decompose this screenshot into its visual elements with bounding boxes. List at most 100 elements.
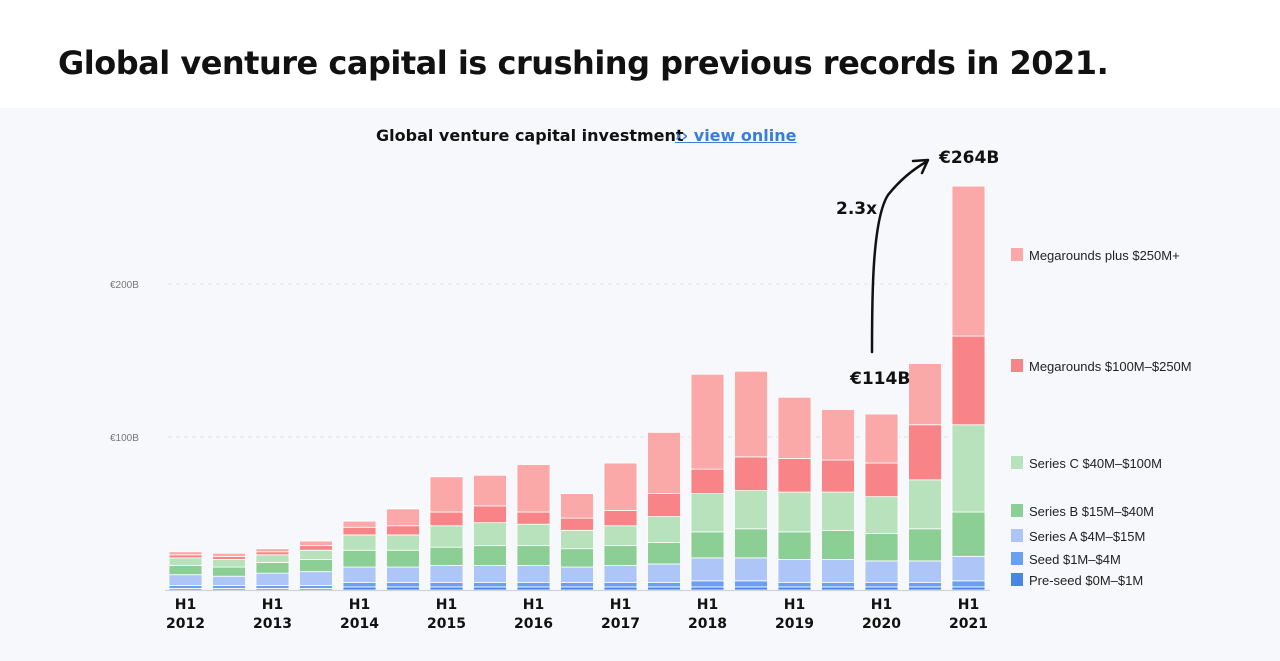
- bar-segment: [647, 586, 681, 591]
- bar-segment: [342, 581, 377, 588]
- x-tick-label: 2017: [601, 616, 640, 632]
- bar-segment: [864, 560, 899, 583]
- bar-segment: [299, 571, 333, 586]
- bar-segment: [473, 474, 507, 507]
- bar-segment: [908, 528, 942, 562]
- annotations: €114B €264B 2.3x: [836, 148, 999, 389]
- bar-segment: [429, 476, 464, 513]
- bar-segment: [734, 586, 768, 591]
- bar-segment: [255, 572, 290, 586]
- bar-segment: [168, 585, 203, 589]
- bar-segment: [734, 370, 768, 458]
- bar-segment: [386, 566, 420, 583]
- bar-segment: [821, 409, 855, 461]
- bar-segment: [212, 559, 246, 568]
- bar-segment: [168, 574, 203, 586]
- bar-segment: [212, 585, 246, 589]
- x-tick-label: H1: [523, 597, 544, 613]
- bar-segment: [951, 185, 986, 337]
- x-tick-label: 2012: [166, 616, 205, 632]
- bar-segment: [647, 581, 681, 588]
- bar-segment: [342, 566, 377, 583]
- bar-segment: [473, 522, 507, 547]
- start-value-label: €114B: [849, 369, 910, 389]
- x-tick-label: H1: [958, 597, 979, 613]
- bar-segment: [864, 581, 899, 588]
- bar-segment: [777, 491, 812, 533]
- legend-label: Series C $40M–$100M: [1029, 456, 1162, 471]
- bar-segment: [342, 520, 377, 528]
- bar-segment: [516, 464, 551, 513]
- bar-segment: [777, 531, 812, 560]
- bar-segment: [647, 493, 681, 517]
- bar-segment: [560, 548, 594, 568]
- bar-segment: [951, 424, 986, 513]
- bar-segment: [255, 562, 290, 574]
- bar-segment: [734, 557, 768, 582]
- legend-swatch: [1011, 552, 1023, 565]
- legend-swatch: [1011, 573, 1023, 586]
- x-tick-label: 2016: [514, 616, 553, 632]
- bar-segment: [299, 549, 333, 560]
- bar-segment: [386, 534, 420, 551]
- legend: Megarounds plus $250M+ Megarounds $100M–$…: [1011, 248, 1192, 588]
- bar-segment: [473, 505, 507, 524]
- bar-segment: [908, 586, 942, 591]
- growth-multiplier-label: 2.3x: [836, 199, 877, 219]
- bar-segment: [864, 532, 899, 562]
- bar-segment: [299, 540, 333, 547]
- bar-segment: [516, 565, 551, 583]
- bar-segment: [473, 586, 507, 591]
- bar-segment: [429, 565, 464, 583]
- bar-segment: [777, 559, 812, 583]
- bar-segment: [908, 560, 942, 583]
- bar-segment: [864, 496, 899, 534]
- bar-segment: [168, 557, 203, 566]
- bar-segment: [168, 565, 203, 576]
- bar-segment: [908, 581, 942, 588]
- bar-segment: [168, 554, 203, 559]
- end-value-label: €264B: [938, 148, 999, 168]
- bar-segment: [603, 462, 638, 511]
- legend-label: Megarounds plus $250M+: [1029, 248, 1180, 263]
- bar-segment: [864, 462, 899, 498]
- bar-segment: [516, 545, 551, 566]
- bar-segment: [212, 555, 246, 560]
- bar-segment: [647, 516, 681, 543]
- bar-segment: [734, 456, 768, 491]
- x-tick-label: 2019: [775, 616, 814, 632]
- x-tick-label: H1: [871, 597, 892, 613]
- bar-segment: [386, 581, 420, 588]
- bar-segment: [821, 459, 855, 493]
- bar-segment: [690, 373, 725, 470]
- bar-segment: [603, 510, 638, 527]
- bar-segment: [299, 545, 333, 551]
- chart-title: Global venture capital investment: [376, 126, 684, 145]
- bar-segment: [690, 531, 725, 559]
- legend-swatch: [1011, 248, 1023, 261]
- bar-segment: [647, 542, 681, 565]
- x-tick-label: H1: [610, 597, 631, 613]
- bar-segment: [951, 511, 986, 557]
- bar-segment: [690, 557, 725, 582]
- bar-segment: [386, 549, 420, 568]
- bar-segment: [777, 396, 812, 459]
- x-tick-label: H1: [784, 597, 805, 613]
- x-tick-label: 2015: [427, 616, 466, 632]
- bar-segment: [429, 546, 464, 566]
- x-tick-label: 2014: [340, 616, 379, 632]
- x-tick-label: H1: [262, 597, 283, 613]
- bar-segment: [690, 586, 725, 591]
- bar-segment: [168, 551, 203, 556]
- bar-segment: [690, 493, 725, 533]
- bar-segment: [255, 551, 290, 556]
- bar-segment: [516, 511, 551, 525]
- bar-segment: [864, 586, 899, 591]
- bar-segment: [821, 559, 855, 583]
- bar-segment: [429, 525, 464, 548]
- bar-segment: [908, 363, 942, 426]
- view-online-link[interactable]: ›› view online: [675, 126, 797, 145]
- bar-segment: [560, 581, 594, 588]
- x-tick-label: 2020: [862, 616, 901, 632]
- bar-segment: [473, 545, 507, 566]
